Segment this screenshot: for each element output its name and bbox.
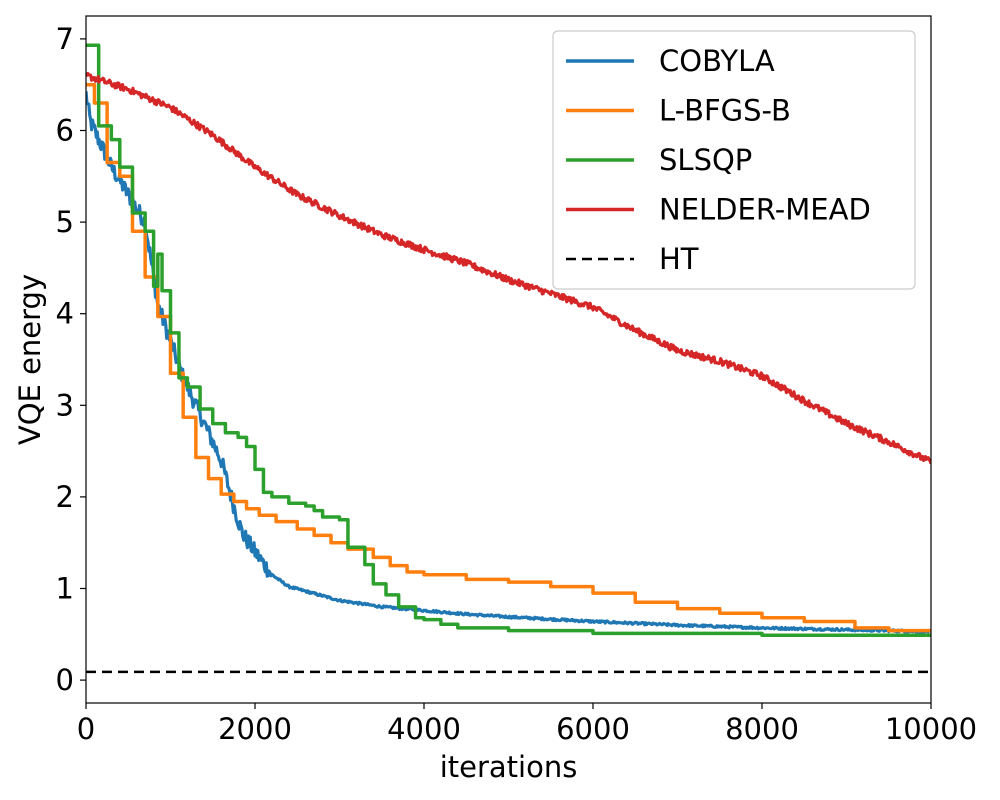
x-tick-label: 10000 [885, 712, 977, 746]
legend-label: L-BFGS-B [659, 94, 791, 128]
legend-label: HT [659, 242, 699, 276]
legend-label: COBYLA [659, 44, 775, 78]
x-tick-label: 6000 [556, 712, 630, 746]
y-axis-label: VQE energy [13, 274, 47, 445]
y-tick-label: 4 [56, 297, 74, 331]
y-tick-label: 7 [56, 22, 74, 56]
y-tick-label: 6 [56, 114, 74, 148]
legend-label: NELDER-MEAD [659, 193, 871, 227]
y-tick-label: 3 [56, 388, 74, 422]
series-line-cobyla [86, 91, 931, 635]
y-axis: 0 1 2 3 4 5 6 7 [56, 22, 86, 697]
y-tick-label: 1 [56, 572, 74, 606]
series-line-l-bfgs-b [86, 82, 931, 633]
series-layer [86, 43, 931, 674]
series-line-nelder-mead [86, 71, 931, 465]
legend-box [552, 30, 916, 290]
plot-area [85, 15, 932, 704]
y-tick-label: 5 [56, 205, 74, 239]
series-line-slsqp [86, 43, 931, 637]
x-axis-label: iterations [440, 750, 578, 784]
x-tick-label: 4000 [387, 712, 461, 746]
y-tick-label: 2 [56, 480, 74, 514]
x-axis: 0 2000 4000 6000 8000 10000 [77, 703, 977, 746]
plot-frame [85, 15, 932, 704]
x-tick-label: 2000 [218, 712, 292, 746]
legend-label: SLSQP [659, 143, 752, 177]
x-tick-label: 8000 [725, 712, 799, 746]
x-tick-label: 0 [77, 712, 95, 746]
y-tick-label: 0 [56, 663, 74, 697]
legend: COBYLA L-BFGS-B SLSQP NELDER-MEAD HT [552, 30, 916, 290]
